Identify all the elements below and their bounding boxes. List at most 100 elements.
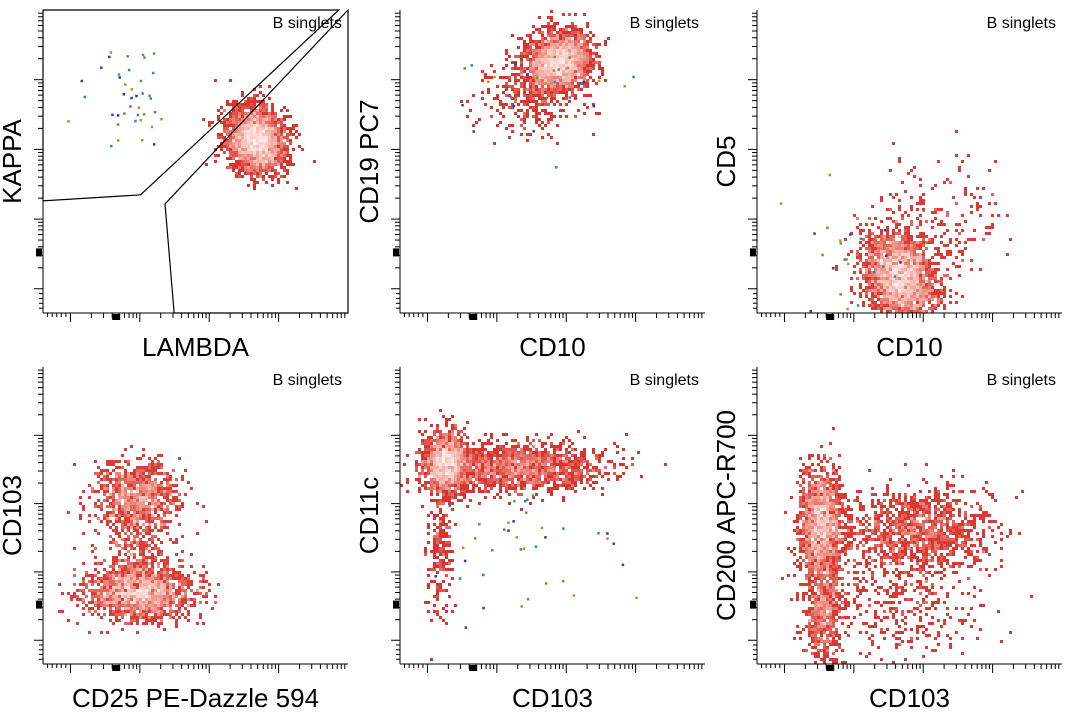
event-bin — [571, 469, 574, 472]
event-bin — [190, 487, 193, 490]
event-bin — [277, 148, 280, 151]
event-bin — [421, 463, 424, 466]
panel-4-axes — [34, 367, 348, 673]
event-bin — [886, 259, 889, 262]
event-bin — [865, 259, 868, 262]
event-bin — [457, 454, 460, 457]
event-bin — [214, 160, 217, 163]
event-bin — [580, 34, 583, 37]
event-bin — [145, 604, 148, 607]
event-bin — [463, 469, 466, 472]
event-bin — [283, 127, 286, 130]
event-bin — [823, 457, 826, 460]
event-bin — [439, 490, 442, 493]
event-bin — [430, 490, 433, 493]
event-bin — [586, 67, 589, 70]
event-bin — [976, 202, 979, 205]
event-bin — [454, 466, 457, 469]
event-bin — [901, 265, 904, 268]
event-bin — [268, 127, 271, 130]
event-bin — [877, 253, 880, 256]
event-bin — [925, 295, 928, 298]
event-bin — [418, 448, 421, 451]
event-bin — [178, 499, 181, 502]
event-bin — [457, 430, 460, 433]
event-bin — [484, 442, 487, 445]
event-bin — [934, 253, 937, 256]
event-bin — [919, 199, 922, 202]
event-bin — [151, 577, 154, 580]
event-bin — [901, 271, 904, 274]
event-bin — [460, 466, 463, 469]
event-bin — [142, 607, 145, 610]
event-bin — [583, 70, 586, 73]
event-bin — [571, 49, 574, 52]
event-bin — [133, 607, 136, 610]
event-bin — [154, 487, 157, 490]
event-bin — [607, 478, 610, 481]
event-bin — [886, 286, 889, 289]
y-zero-marker — [36, 248, 42, 257]
event-bin — [490, 457, 493, 460]
event-bin — [448, 442, 451, 445]
event-bin — [556, 22, 559, 25]
event-bin — [616, 478, 619, 481]
event-bin — [454, 478, 457, 481]
event-bin — [133, 568, 136, 571]
event-bin — [169, 502, 172, 505]
event-bin — [229, 121, 232, 124]
event-bin — [292, 124, 295, 127]
event-bin — [256, 109, 259, 112]
event-bin — [130, 607, 133, 610]
event-bin — [70, 598, 73, 601]
event-bin — [850, 250, 853, 253]
event-bin — [124, 571, 127, 574]
event-bin — [541, 499, 544, 502]
event-bin — [265, 142, 268, 145]
event-bin — [478, 118, 481, 121]
event-bin — [862, 277, 865, 280]
event-bin — [874, 253, 877, 256]
event-bin — [115, 529, 118, 532]
event-bin — [550, 433, 553, 436]
event-bin — [544, 442, 547, 445]
event-bin — [172, 595, 175, 598]
event-bin — [172, 586, 175, 589]
event-bin — [226, 103, 229, 106]
event-bin — [577, 43, 580, 46]
event-bin — [517, 46, 520, 49]
event-bin — [613, 463, 616, 466]
kappa-gate[interactable] — [42, 9, 341, 202]
event-bin — [166, 475, 169, 478]
event-bin — [115, 616, 118, 619]
event-bin — [499, 460, 502, 463]
event-bin — [538, 82, 541, 85]
event-bin — [241, 139, 244, 142]
event-bin — [445, 544, 448, 547]
event-bin — [115, 586, 118, 589]
event-bin — [157, 466, 160, 469]
event-bin — [583, 37, 586, 40]
event-bin — [247, 118, 250, 121]
event-bin — [136, 475, 139, 478]
event-bin — [907, 214, 910, 217]
event-bin — [202, 118, 205, 121]
event-bin — [97, 601, 100, 604]
event-bin — [145, 496, 148, 499]
event-bin — [121, 592, 124, 595]
event-bin — [175, 505, 178, 508]
event-bin — [583, 103, 586, 106]
event-bin — [514, 100, 517, 103]
event-bin — [139, 559, 142, 562]
event-bin — [238, 127, 241, 130]
event-bin — [541, 49, 544, 52]
event-bin — [886, 283, 889, 286]
event-bin — [871, 259, 874, 262]
event-bin — [946, 244, 949, 247]
event-bin — [133, 595, 136, 598]
event-bin — [529, 64, 532, 67]
event-bin — [889, 256, 892, 259]
event-bin — [103, 586, 106, 589]
event-bin — [130, 541, 133, 544]
event-bin — [220, 148, 223, 151]
